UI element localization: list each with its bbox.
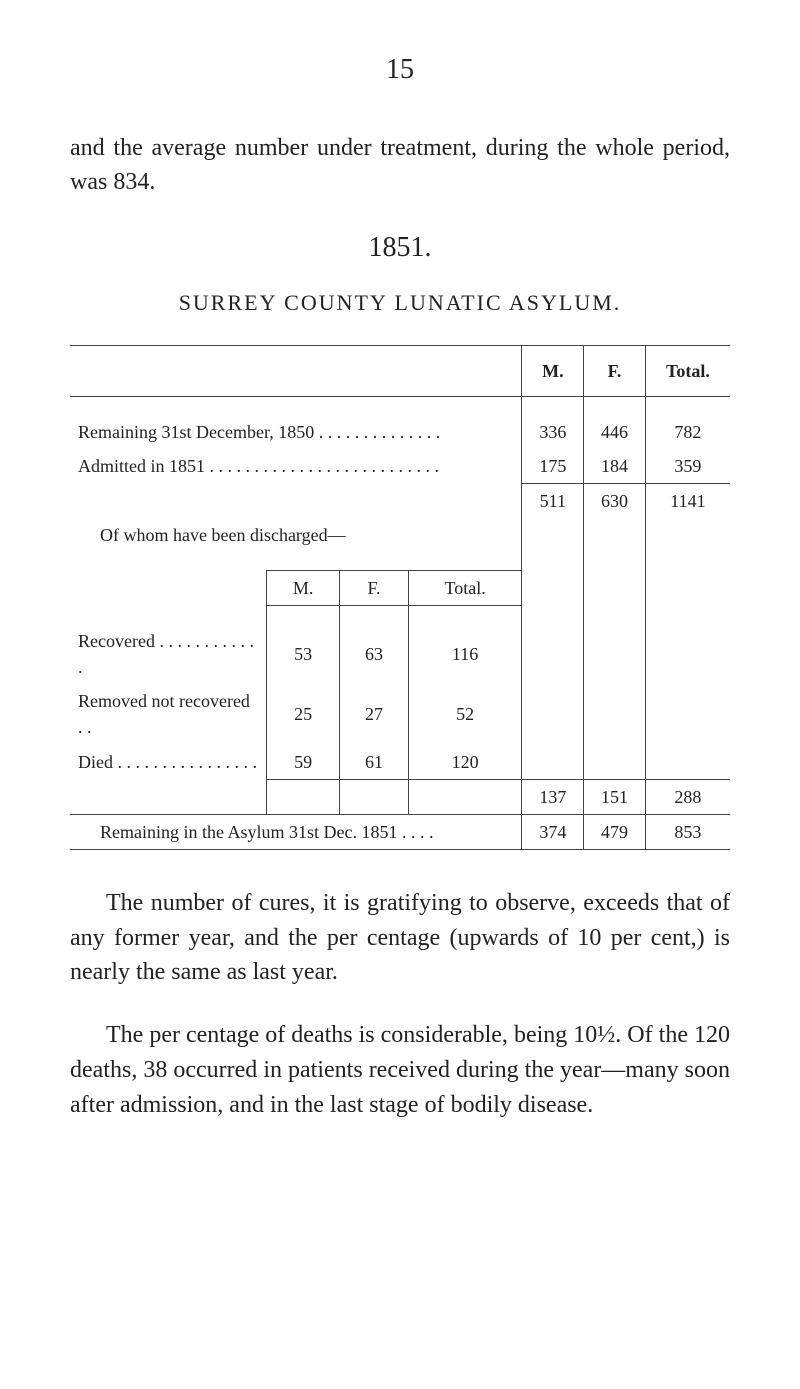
paragraph-cures: The number of cures, it is gratifying to… [70, 886, 730, 990]
cell-total-remaining-end: 853 [645, 814, 730, 849]
intro-paragraph: and the average number under treatment, … [70, 131, 730, 201]
row-subtotal-top: 511 630 1141 [70, 483, 730, 518]
row-remaining-end: Remaining in the Asylum 31st Dec. 1851 .… [70, 814, 730, 849]
header-row: M. F. Total. [70, 345, 730, 396]
outer-table: M. F. Total. Remaining 31st December, 18… [70, 345, 730, 850]
cell-m-discharge-totals: 137 [522, 779, 584, 814]
cell-sub-f-removed: 27 [340, 684, 408, 744]
col-header-f: F. [584, 345, 646, 396]
label-died: Died . . . . . . . . . . . . . . . . [70, 745, 267, 780]
cell-f-discharge-totals: 151 [584, 779, 646, 814]
cell-m-admitted: 175 [522, 449, 584, 484]
cell-f-admitted: 184 [584, 449, 646, 484]
paragraph-deaths: The per centage of deaths is considerabl… [70, 1018, 730, 1122]
cell-m-remaining-end: 374 [522, 814, 584, 849]
asylum-table: M. F. Total. Remaining 31st December, 18… [70, 345, 730, 850]
row-admitted: Admitted in 1851 . . . . . . . . . . . .… [70, 449, 730, 484]
cell-m-subtotal-top: 511 [522, 483, 584, 518]
cell-sub-m-removed: 25 [267, 684, 340, 744]
year-heading: 1851. [70, 228, 730, 269]
row-removed: Removed not recovered . . 25 27 52 [70, 684, 730, 744]
cell-total-discharge-totals: 288 [645, 779, 730, 814]
sub-header-row: M. F. Total. [70, 571, 730, 606]
sub-col-header-m: M. [267, 571, 340, 606]
cell-f-subtotal-top: 630 [584, 483, 646, 518]
row-recovered: Recovered . . . . . . . . . . . . 53 63 … [70, 624, 730, 684]
cell-total-admitted: 359 [645, 449, 730, 484]
row-discharge-totals: 137 151 288 [70, 779, 730, 814]
page-number: 15 [70, 50, 730, 91]
discharged-heading: Of whom have been discharged— [70, 518, 522, 552]
cell-sub-f-recovered: 63 [340, 624, 408, 684]
cell-f-remaining-end: 479 [584, 814, 646, 849]
row-remaining-dec: Remaining 31st December, 1850 . . . . . … [70, 415, 730, 449]
sub-col-header-f: F. [340, 571, 408, 606]
cell-f-remaining-dec: 446 [584, 415, 646, 449]
cell-sub-total-recovered: 116 [408, 624, 522, 684]
col-header-m: M. [522, 345, 584, 396]
cell-sub-total-died: 120 [408, 745, 522, 780]
asylum-heading: SURREY COUNTY LUNATIC ASYLUM. [70, 287, 730, 319]
cell-sub-total-removed: 52 [408, 684, 522, 744]
cell-sub-f-died: 61 [340, 745, 408, 780]
cell-sub-m-recovered: 53 [267, 624, 340, 684]
label-recovered: Recovered . . . . . . . . . . . . [70, 624, 267, 684]
cell-m-remaining-dec: 336 [522, 415, 584, 449]
label-removed: Removed not recovered . . [70, 684, 267, 744]
label-admitted: Admitted in 1851 . . . . . . . . . . . .… [70, 449, 522, 484]
cell-total-remaining-dec: 782 [645, 415, 730, 449]
cell-sub-m-died: 59 [267, 745, 340, 780]
row-died: Died . . . . . . . . . . . . . . . . 59 … [70, 745, 730, 780]
sub-col-header-total: Total. [408, 571, 522, 606]
label-remaining-dec: Remaining 31st December, 1850 . . . . . … [70, 415, 522, 449]
row-discharged-heading: Of whom have been discharged— [70, 518, 730, 552]
cell-total-subtotal-top: 1141 [645, 483, 730, 518]
col-header-total: Total. [645, 345, 730, 396]
label-remaining-end: Remaining in the Asylum 31st Dec. 1851 .… [70, 814, 522, 849]
